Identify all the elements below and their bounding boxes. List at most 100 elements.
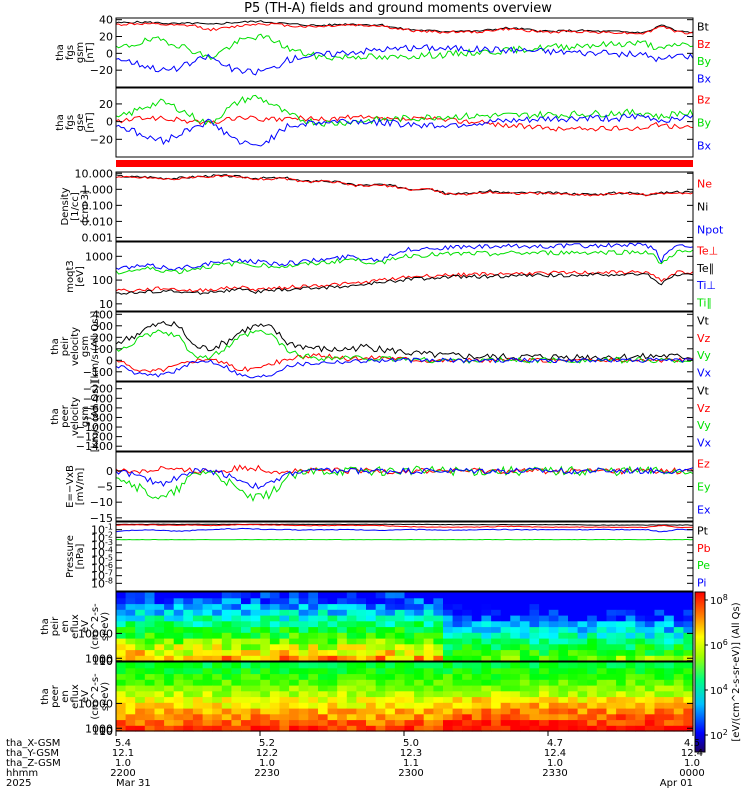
series-line-Ti∥ xyxy=(115,249,694,275)
heatmap-cell xyxy=(471,632,482,639)
heatmap-cell xyxy=(644,638,656,645)
heatmap-cell xyxy=(250,679,261,686)
heatmap-cell xyxy=(616,679,627,686)
heatmap-cell xyxy=(346,626,357,633)
heatmap-cell xyxy=(510,725,521,732)
heatmap-cell xyxy=(327,667,338,675)
heatmap-cell xyxy=(414,592,425,599)
heatmap-cell xyxy=(212,632,223,639)
heatmap-cell xyxy=(241,713,252,721)
heatmap-cell xyxy=(644,643,656,651)
heatmap-cell xyxy=(558,690,569,698)
heatmap-cell xyxy=(596,725,607,732)
heatmap-cell xyxy=(423,638,434,645)
heatmap-cell xyxy=(462,603,473,610)
heatmap-cell xyxy=(414,597,425,605)
footer-value: 12.3 xyxy=(400,748,422,759)
heatmap-cell xyxy=(423,679,434,686)
heatmap-cell xyxy=(471,638,482,645)
heatmap-cell xyxy=(616,597,627,605)
heatmap-cell xyxy=(635,719,646,726)
heatmap-cell xyxy=(125,603,136,610)
heatmap-cell xyxy=(173,667,184,675)
heatmap-cell xyxy=(404,632,415,639)
heatmap-cell xyxy=(673,643,684,651)
heatmap-cell xyxy=(683,609,694,616)
heatmap-cell xyxy=(289,696,300,703)
series-line-By xyxy=(115,33,694,61)
panel-4: 4003002001000−100thapeirvelocitygsm[km/s… xyxy=(50,308,712,382)
y-tick-label: −400 xyxy=(83,392,113,405)
panel-frame xyxy=(115,521,694,592)
heatmap-cell xyxy=(241,690,252,698)
heatmap-cell xyxy=(414,696,425,703)
series-line-Te∥ xyxy=(115,272,694,295)
heatmap-cell xyxy=(125,713,136,721)
heatmap-cell xyxy=(500,662,511,669)
heatmap-cell xyxy=(433,667,444,675)
heatmap-cell xyxy=(125,655,136,662)
heatmap-cell xyxy=(269,719,281,726)
heatmap-cell xyxy=(481,643,492,651)
heatmap-cell xyxy=(337,638,348,645)
heatmap-cell xyxy=(462,638,473,645)
heatmap-cell xyxy=(606,719,617,726)
heatmap-cell xyxy=(231,708,242,715)
heatmap-cell xyxy=(221,649,232,656)
heatmap-cell xyxy=(529,673,540,680)
heatmap-cell xyxy=(500,685,511,692)
heatmap-cell xyxy=(125,702,136,709)
heatmap-cell xyxy=(539,626,550,633)
heatmap-cell xyxy=(183,708,194,715)
heatmap-cell xyxy=(250,603,261,610)
heatmap-cell xyxy=(491,696,502,703)
heatmap-cell xyxy=(135,592,146,599)
heatmap-cell xyxy=(452,679,463,686)
heatmap-cell xyxy=(568,626,579,633)
heatmap-cell xyxy=(356,609,367,616)
heatmap-cell xyxy=(394,725,406,732)
heatmap-cell xyxy=(202,725,213,732)
heatmap-cell xyxy=(548,708,559,715)
heatmap-cell xyxy=(596,638,607,645)
heatmap-cell xyxy=(202,713,213,721)
heatmap-cell xyxy=(510,632,521,639)
heatmap-cell xyxy=(471,649,482,656)
heatmap-cell xyxy=(212,626,223,633)
heatmap-cell xyxy=(327,708,338,715)
heatmap-cell xyxy=(625,685,636,692)
heatmap-cell xyxy=(683,696,694,703)
heatmap-cell xyxy=(616,667,627,675)
heatmap-cell xyxy=(260,592,271,599)
heatmap-cell xyxy=(654,603,665,610)
heatmap-cell xyxy=(587,673,598,680)
heatmap-cell xyxy=(606,643,617,651)
heatmap-cell xyxy=(337,667,348,675)
heatmap-cell xyxy=(568,638,579,645)
heatmap-cell xyxy=(212,725,223,732)
heatmap-cell xyxy=(231,696,242,703)
heatmap-cell xyxy=(221,690,232,698)
heatmap-cell xyxy=(404,696,415,703)
heatmap-cell xyxy=(125,632,136,639)
heatmap-cell xyxy=(164,725,175,732)
heatmap-cell xyxy=(318,626,329,633)
heatmap-cell xyxy=(529,620,540,628)
heatmap-cell xyxy=(212,708,223,715)
heatmap-cell xyxy=(539,702,550,709)
heatmap-cell xyxy=(481,638,492,645)
heatmap-cell xyxy=(558,615,569,622)
heatmap-cell xyxy=(144,667,155,675)
heatmap-cell xyxy=(443,632,454,639)
heatmap-cell xyxy=(385,643,396,651)
heatmap-cell xyxy=(318,673,329,680)
heatmap-cell xyxy=(125,662,136,669)
heatmap-cell xyxy=(644,702,656,709)
heatmap-cell xyxy=(135,649,146,656)
heatmap-cell xyxy=(231,603,242,610)
heatmap-cell xyxy=(519,679,531,686)
heatmap-cell xyxy=(125,626,136,633)
y-tick-label: 1000 xyxy=(85,722,113,735)
